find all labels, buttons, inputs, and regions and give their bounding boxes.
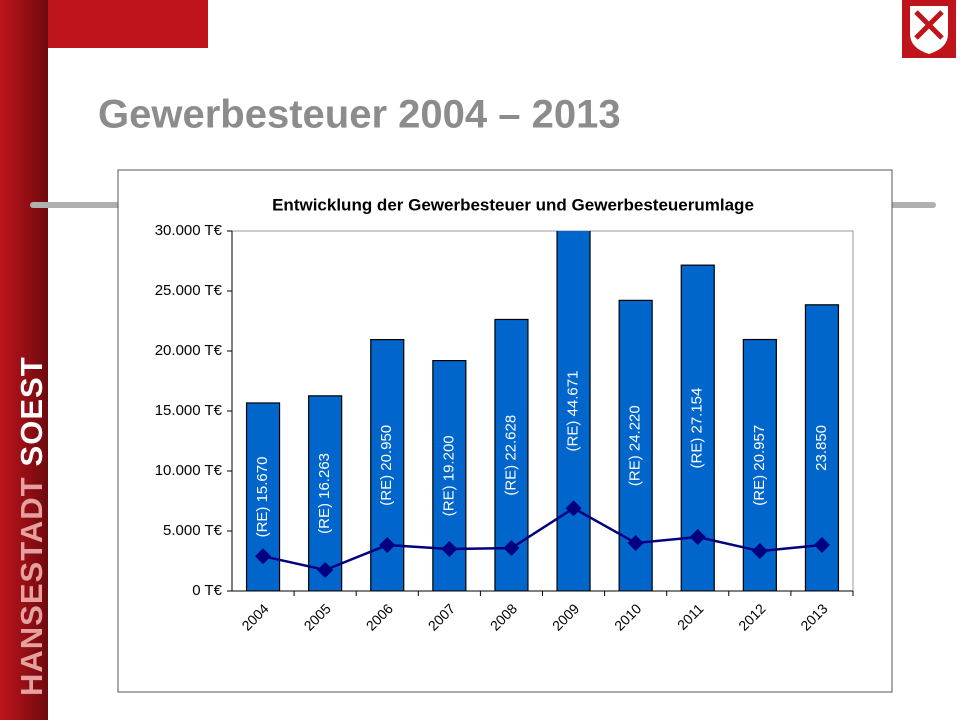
y-tick-label: 15.000 T€ xyxy=(155,402,223,419)
y-tick-label: 0 T€ xyxy=(192,582,222,599)
line-marker xyxy=(255,548,272,565)
line-marker xyxy=(441,541,458,557)
bar xyxy=(556,231,591,591)
value-label: (RE) 24.220 xyxy=(627,405,644,486)
value-label: (RE) 44.671 xyxy=(565,371,582,452)
line-marker xyxy=(813,537,830,554)
y-tick-label: 10.000 T€ xyxy=(155,462,223,479)
side-strip xyxy=(0,0,48,720)
chart-title: Entwicklung der Gewerbesteuer und Gewerb… xyxy=(272,195,754,214)
value-label: (RE) 20.950 xyxy=(378,425,395,506)
value-label: (RE) 15.670 xyxy=(254,457,271,538)
y-tick-label: 30.000 T€ xyxy=(155,222,223,239)
brand-word: HANSESTADT xyxy=(14,476,49,696)
brand: HANSESTADT SOEST xyxy=(14,356,49,696)
slide-title: Gewerbesteuer 2004 – 2013 xyxy=(98,93,621,137)
value-label: (RE) 27.154 xyxy=(689,388,706,469)
value-label: (RE) 20.957 xyxy=(751,425,768,506)
value-label: 23.850 xyxy=(813,425,830,471)
logo xyxy=(902,0,956,58)
line-marker xyxy=(503,540,520,557)
line-marker xyxy=(565,500,582,517)
line-marker xyxy=(689,529,706,545)
line-marker xyxy=(317,562,334,578)
bar xyxy=(308,395,343,591)
brand-word: SOEST xyxy=(14,356,49,466)
line-marker xyxy=(751,543,768,560)
y-tick-label: 5.000 T€ xyxy=(163,522,223,539)
value-label: (RE) 16.263 xyxy=(316,453,333,534)
line xyxy=(262,506,823,572)
y-tick-label: 20.000 T€ xyxy=(155,342,223,359)
value-label: (RE) 22.628 xyxy=(502,415,519,496)
line-marker xyxy=(379,537,396,554)
y-tick-label: 25.000 T€ xyxy=(155,282,223,299)
value-label: (RE) 19.200 xyxy=(440,435,457,516)
line-marker xyxy=(627,535,644,551)
bar xyxy=(432,360,467,591)
